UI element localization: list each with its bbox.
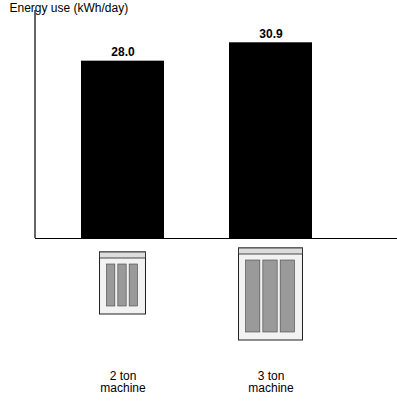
svg-text:30.9: 30.9 <box>259 27 283 41</box>
svg-text:Energy use (kWh/day): Energy use (kWh/day) <box>10 1 129 15</box>
svg-text:3 tonmachine: 3 tonmachine <box>248 369 294 395</box>
svg-text:28.0: 28.0 <box>111 45 135 59</box>
svg-text:2 tonmachine: 2 tonmachine <box>100 369 146 395</box>
